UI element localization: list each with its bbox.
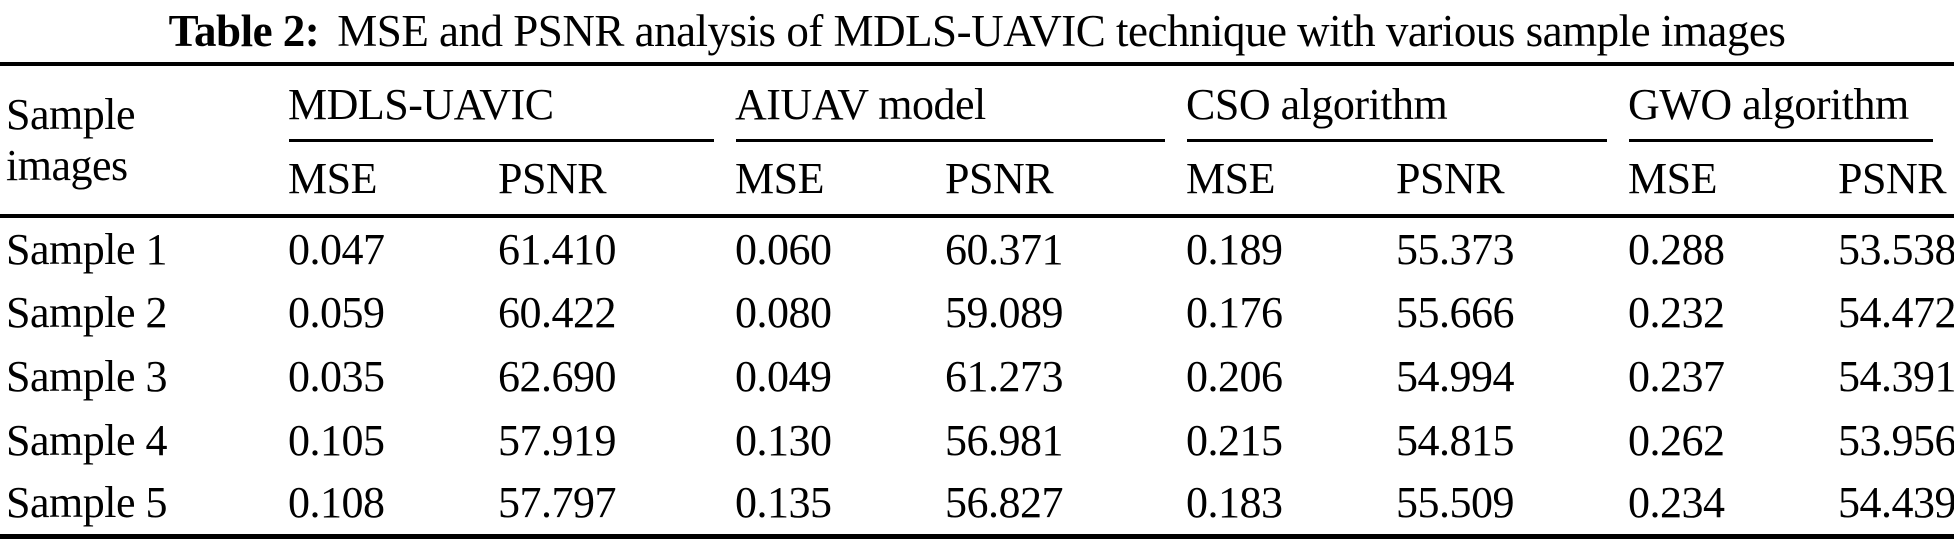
cell-mdls-mse: 0.105 <box>288 415 385 465</box>
results-table: Sample images MDLS-UAVIC AIUAV model CSO… <box>0 62 1954 539</box>
subheader-aiuav-mse: MSE <box>735 153 824 203</box>
group-header-mdls-uavic: MDLS-UAVIC <box>288 64 735 142</box>
cell-mdls-psnr: 62.690 <box>498 351 617 401</box>
cell-cso-psnr: 54.994 <box>1396 351 1515 401</box>
cell-aiuav-mse: 0.130 <box>735 415 832 465</box>
subheader-mdls-mse: MSE <box>288 153 377 203</box>
cell-cso-mse: 0.176 <box>1186 287 1283 337</box>
subheader-gwo-psnr: PSNR <box>1838 153 1947 203</box>
cell-aiuav-psnr: 59.089 <box>945 287 1064 337</box>
cell-mdls-mse: 0.047 <box>288 224 385 274</box>
subheader-mdls-psnr: PSNR <box>498 153 607 203</box>
subheader-aiuav-psnr: PSNR <box>945 153 1054 203</box>
cell-aiuav-mse: 0.080 <box>735 287 832 337</box>
cell-cso-mse: 0.206 <box>1186 351 1283 401</box>
cell-mdls-psnr: 57.797 <box>498 478 617 528</box>
cell-cso-psnr: 55.373 <box>1396 224 1515 274</box>
group-header-mdls-uavic-label: MDLS-UAVIC <box>288 79 554 129</box>
cell-gwo-psnr: 54.391 <box>1838 351 1954 401</box>
cell-gwo-mse: 0.288 <box>1628 224 1725 274</box>
subheader-gwo-mse: MSE <box>1628 153 1717 203</box>
cell-aiuav-psnr: 56.827 <box>945 478 1064 528</box>
cell-aiuav-mse: 0.049 <box>735 351 832 401</box>
group-header-aiuav-model: AIUAV model <box>735 64 1186 142</box>
table-row: Sample 3 0.035 62.690 0.049 61.273 0.206… <box>0 344 1954 408</box>
column-header-sample-images-label: Sample images <box>6 89 135 190</box>
table-caption-label: Table 2: <box>168 6 320 56</box>
table-row: Sample 1 0.047 61.410 0.060 60.371 0.189… <box>0 216 1954 280</box>
cell-mdls-psnr: 61.410 <box>498 224 617 274</box>
cell-aiuav-mse: 0.060 <box>735 224 832 274</box>
cell-mdls-psnr: 57.919 <box>498 415 617 465</box>
cell-cso-mse: 0.215 <box>1186 415 1283 465</box>
cell-aiuav-psnr: 60.371 <box>945 224 1064 274</box>
group-header-gwo-algorithm-label: GWO algorithm <box>1628 79 1909 129</box>
subheader-cso-mse: MSE <box>1186 153 1275 203</box>
cell-aiuav-mse: 0.135 <box>735 478 832 528</box>
row-label: Sample 4 <box>6 415 167 465</box>
cell-cso-psnr: 55.666 <box>1396 287 1515 337</box>
cell-cso-psnr: 55.509 <box>1396 478 1515 528</box>
cell-gwo-mse: 0.237 <box>1628 351 1725 401</box>
header-sub-row: MSE PSNR MSE PSNR MSE PSNR MSE PSNR <box>0 142 1954 216</box>
group-header-cso-algorithm: CSO algorithm <box>1186 64 1628 142</box>
cell-gwo-mse: 0.234 <box>1628 478 1725 528</box>
row-label: Sample 3 <box>6 351 167 401</box>
cell-mdls-mse: 0.035 <box>288 351 385 401</box>
group-header-gwo-algorithm: GWO algorithm <box>1628 64 1954 142</box>
cell-cso-psnr: 54.815 <box>1396 415 1515 465</box>
cell-gwo-psnr: 53.956 <box>1838 415 1954 465</box>
cell-aiuav-psnr: 56.981 <box>945 415 1064 465</box>
cell-gwo-mse: 0.232 <box>1628 287 1725 337</box>
column-header-sample-images: Sample images <box>0 64 288 216</box>
table-caption: Table 2: MSE and PSNR analysis of MDLS-U… <box>0 0 1954 62</box>
table-row: Sample 4 0.105 57.919 0.130 56.981 0.215… <box>0 408 1954 472</box>
cell-aiuav-psnr: 61.273 <box>945 351 1064 401</box>
cell-mdls-psnr: 60.422 <box>498 287 617 337</box>
cell-mdls-mse: 0.059 <box>288 287 385 337</box>
cell-mdls-mse: 0.108 <box>288 478 385 528</box>
table-row: Sample 2 0.059 60.422 0.080 59.089 0.176… <box>0 280 1954 344</box>
row-label: Sample 1 <box>6 224 167 274</box>
cell-cso-mse: 0.183 <box>1186 478 1283 528</box>
cell-gwo-psnr: 53.538 <box>1838 224 1954 274</box>
group-header-cso-algorithm-label: CSO algorithm <box>1186 79 1448 129</box>
cell-gwo-psnr: 54.439 <box>1838 478 1954 528</box>
header-group-row: Sample images MDLS-UAVIC AIUAV model CSO… <box>0 64 1954 190</box>
cell-gwo-mse: 0.262 <box>1628 415 1725 465</box>
table-row: Sample 5 0.108 57.797 0.135 56.827 0.183… <box>0 472 1954 536</box>
row-label: Sample 2 <box>6 287 167 337</box>
group-header-aiuav-model-label: AIUAV model <box>735 79 986 129</box>
cell-cso-mse: 0.189 <box>1186 224 1283 274</box>
table-caption-text: MSE and PSNR analysis of MDLS-UAVIC tech… <box>337 6 1786 56</box>
subheader-cso-psnr: PSNR <box>1396 153 1505 203</box>
cell-gwo-psnr: 54.472 <box>1838 287 1954 337</box>
row-label: Sample 5 <box>6 478 167 528</box>
